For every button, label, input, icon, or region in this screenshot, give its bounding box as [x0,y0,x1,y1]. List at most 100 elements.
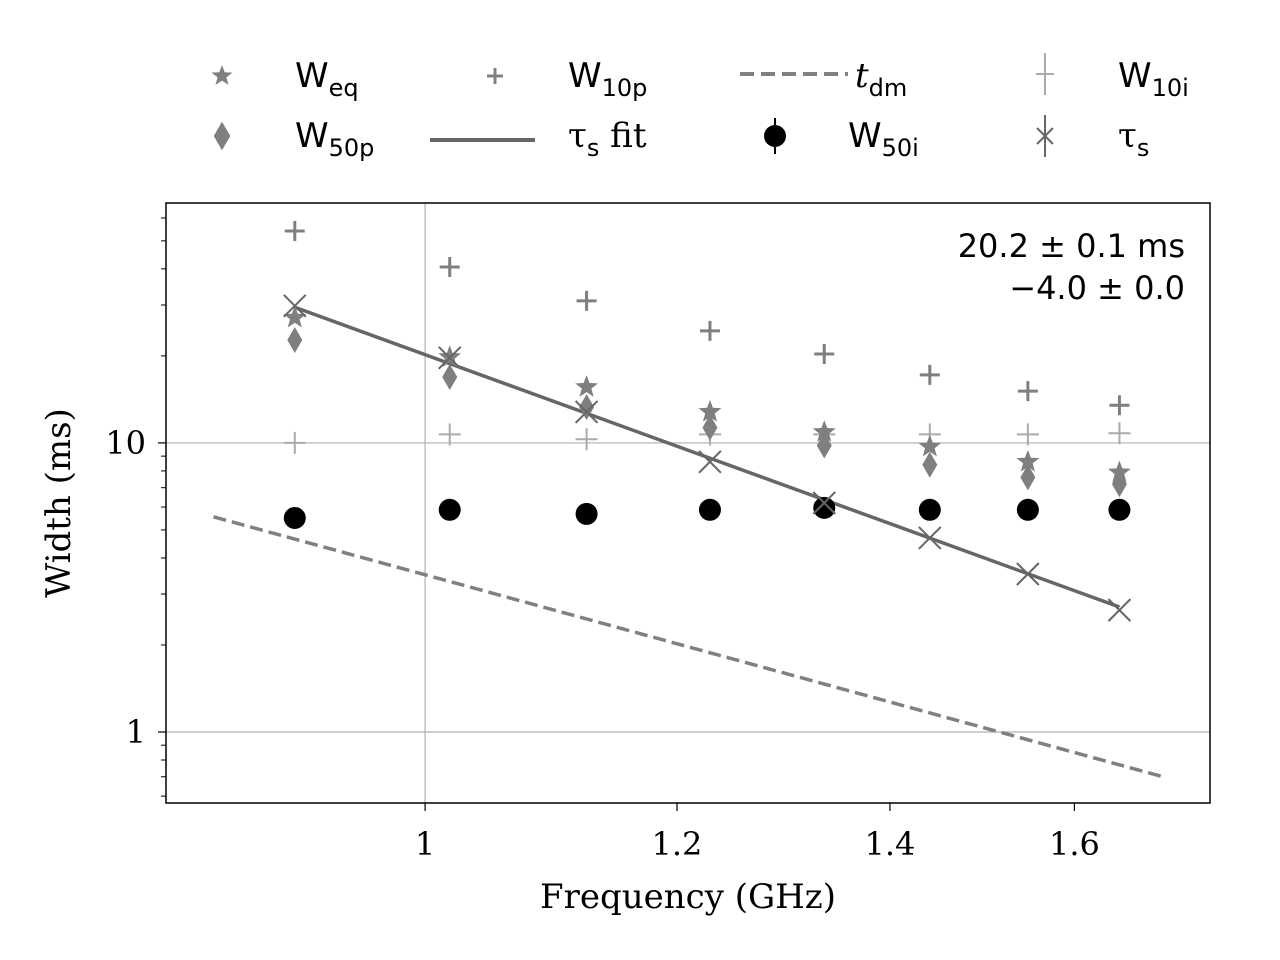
data-point-w50i [575,502,598,525]
circle-marker [283,506,306,529]
annotation-amplitude: 20.2 ± 0.1 ms [958,227,1185,265]
plus-marker [439,257,460,278]
plus-marker [284,220,305,241]
data-point-weq [812,420,836,442]
circle-marker [1016,498,1039,521]
data-point-w10p [439,257,460,278]
data-point-w50p [1020,464,1036,491]
thin-plus-marker [438,423,461,446]
data-point-weq [1108,460,1131,483]
legend-label: tdm [855,56,907,102]
star-marker [812,420,836,442]
data-point-w50p [579,394,595,421]
legend-marker [487,68,503,84]
diamond-marker [579,394,595,421]
x-marker [812,491,836,515]
star-marker [438,345,462,367]
legend-entry: tdm [740,56,907,102]
plus-marker [919,364,940,385]
data-point-weq [918,434,942,457]
data-point-w10p [919,364,940,385]
thin-plus-marker [1016,423,1039,446]
diamond-marker [287,326,303,353]
legend-entry: W10i [1036,53,1189,102]
legend-label: W10i [1118,56,1189,102]
star-marker [698,399,722,422]
data-point-w10p [284,220,305,241]
legend-marker [1036,53,1054,95]
y-tick-label: 10 [105,424,146,462]
diamond-marker [922,451,938,478]
data-point-w50i [698,498,721,521]
legend-label: W50p [295,116,374,162]
legend-label: W50i [848,116,919,162]
x-marker [438,346,462,370]
data-point-w50p [287,326,303,353]
legend-label: W10p [568,56,647,102]
plus-marker [1017,381,1038,402]
circle-marker [575,502,598,525]
thin-plus-marker [283,431,306,454]
data-point-w50i [438,498,461,521]
data-point-s [283,294,307,318]
thin-plus-marker [575,428,598,451]
x-marker [1107,598,1132,622]
x-tick-label: 1.2 [652,825,703,863]
plot-frame [165,202,1211,804]
annotation-index: −4.0 ± 0.0 [1009,269,1185,307]
legend-entry: W10p [487,56,647,102]
x-axis-label: Frequency (GHz) [540,877,836,917]
x-marker [574,400,599,424]
star-marker [575,375,598,397]
marks [213,220,1164,779]
x-marker [918,526,942,550]
plus-marker [1109,395,1130,416]
legend: Weq W50p W10p τs fit tdm W50i W10i τs [211,53,1189,162]
data-point-w10i [438,423,461,446]
data-point-w10p [1109,395,1130,416]
legend-entry: τs fit [430,116,647,162]
legend-entry: Weq [211,56,359,102]
data-point-s [812,491,836,515]
diamond-marker [1020,464,1036,491]
tau-s-fit-line [294,305,1121,609]
data-point-w10i [575,428,598,451]
x-marker [698,450,722,474]
data-point-s [438,346,462,370]
data-point-s [1016,562,1040,586]
star-marker [283,305,307,328]
circle-marker [438,498,461,521]
data-point-s [1107,598,1132,622]
data-point-w50i [1016,498,1039,521]
star-marker [1016,449,1040,472]
circle-marker [1108,498,1131,521]
legend-entry: W50i [764,116,919,162]
legend-label: τs fit [568,116,647,162]
circle-marker [813,496,836,519]
x-marker [283,294,307,318]
legend-entry: W50p [213,116,374,162]
grid [166,203,1210,803]
plus-marker [699,320,720,341]
legend-label: τs [1118,116,1149,162]
diamond-marker [213,121,231,151]
data-point-w10p [576,290,597,311]
data-point-weq [283,305,307,328]
legend-marker [213,121,231,151]
data-point-w10p [814,344,835,365]
plus-marker [487,68,503,84]
plus-marker [576,290,597,311]
x-tick-label: 1.4 [864,825,915,863]
plus-marker [814,344,835,365]
data-point-w50i [1108,498,1131,521]
data-point-s [918,526,942,550]
data-point-s [698,450,722,474]
data-point-weq [575,375,598,397]
y-axis-label: Width (ms) [39,408,79,598]
data-point-w50p [442,364,458,391]
star-marker [211,65,233,85]
legend-entry: τs [1036,115,1149,162]
data-point-w50p [922,451,938,478]
data-point-w10p [699,320,720,341]
